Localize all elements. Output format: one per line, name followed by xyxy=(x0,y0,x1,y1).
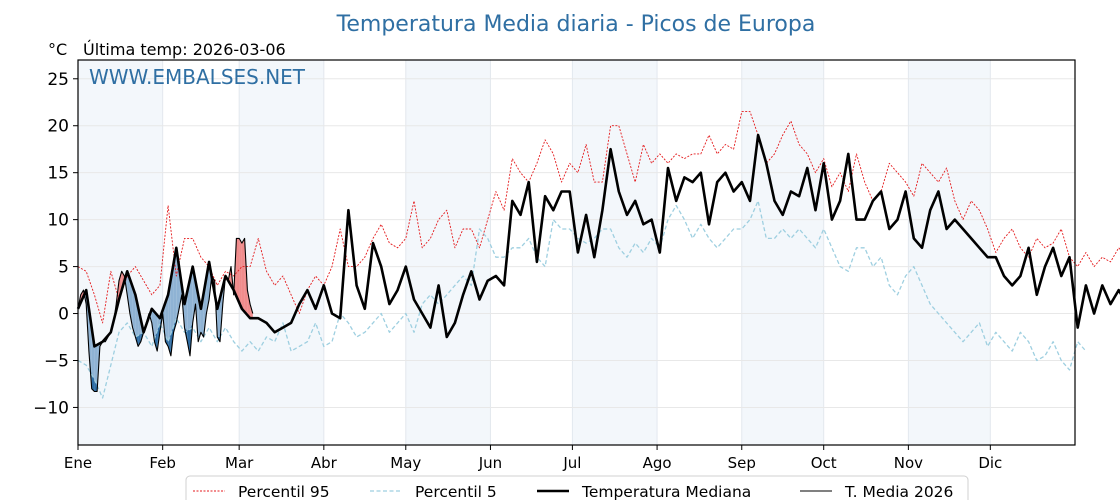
legend-label: T. Media 2026 xyxy=(844,483,953,500)
x-tick-label: Sep xyxy=(728,454,756,472)
month-bands xyxy=(78,60,991,445)
y-tick-label: −10 xyxy=(33,398,69,418)
legend-label: Percentil 95 xyxy=(238,483,330,500)
x-tick-label: Ene xyxy=(64,454,92,472)
y-tick-label: 0 xyxy=(58,305,69,325)
y-tick-label: 20 xyxy=(47,117,69,137)
legend-item-median: Temperatura Mediana xyxy=(537,483,751,500)
month-band-nov xyxy=(908,60,991,445)
plot-area: WWW.EMBALSES.NET xyxy=(76,59,1120,446)
watermark: WWW.EMBALSES.NET xyxy=(89,65,306,89)
x-tick-label: Feb xyxy=(149,454,176,472)
y-tick-label: 10 xyxy=(47,211,69,231)
fill-above-median xyxy=(241,238,245,312)
fill-below-p5 xyxy=(91,374,95,392)
fill-below-median xyxy=(94,344,98,386)
grid-lines xyxy=(78,60,1075,445)
legend-box xyxy=(185,475,969,500)
month-band-ene xyxy=(78,60,163,445)
series-lines xyxy=(76,111,1120,399)
legend: Percentil 95 Percentil 5 Temperatura Media… xyxy=(185,475,969,500)
fill-below-p5 xyxy=(154,330,158,352)
unit-label: °C xyxy=(48,40,67,59)
month-band-may xyxy=(405,60,491,445)
x-tick-label: Ago xyxy=(643,454,672,472)
x-tick-label: Jul xyxy=(562,454,581,472)
fill-below-median xyxy=(165,294,169,342)
month-band-mar xyxy=(239,60,324,445)
last-temp-label: Última temp: 2026-03-06 xyxy=(83,40,286,59)
y-tick-label: 5 xyxy=(58,258,69,278)
x-tick-label: Nov xyxy=(894,454,923,472)
y-axis: 25 20 15 10 5 0 −5 −10 xyxy=(33,70,78,418)
y-tick-label: 25 xyxy=(47,70,69,90)
series-line-p95 xyxy=(77,111,1120,324)
fill-above-median xyxy=(236,238,240,303)
fill-above-median xyxy=(247,290,251,319)
fill-below-median xyxy=(189,266,193,330)
fill-below-median xyxy=(151,308,155,339)
fill-below-p5 xyxy=(168,333,171,356)
fill-above-median xyxy=(239,238,242,309)
x-tick-label: Jun xyxy=(478,454,502,472)
fill-below-median xyxy=(127,271,130,314)
fill-below-p5 xyxy=(187,329,190,356)
month-band-jul xyxy=(572,60,658,445)
fill-below-median xyxy=(132,286,136,338)
x-tick-label: Abr xyxy=(311,454,338,472)
series-line-median xyxy=(76,133,1120,348)
x-axis: Ene Feb Mar Abr May Jun Jul Ago Sep Oct Nov Dic xyxy=(64,445,1002,472)
legend-item-p95: Percentil 95 xyxy=(193,483,330,500)
chart-title: Temperatura Media diaria - Picos de Euro… xyxy=(336,12,816,37)
month-band-sep xyxy=(741,60,824,445)
fill-below-median xyxy=(173,247,177,327)
x-tick-label: May xyxy=(390,454,421,472)
legend-item-y2026: T. Media 2026 xyxy=(800,483,953,500)
x-tick-label: Oct xyxy=(811,454,837,472)
x-tick-label: Dic xyxy=(978,454,1002,472)
legend-label: Temperatura Mediana xyxy=(581,483,751,500)
legend-item-p5: Percentil 5 xyxy=(370,483,497,500)
plot-frame xyxy=(77,59,1076,446)
fill-below-p5 xyxy=(138,333,141,347)
series-line-p5 xyxy=(77,200,1087,399)
y-tick-label: 15 xyxy=(47,164,69,184)
series-line-y2026 xyxy=(77,237,254,393)
legend-label: Percentil 5 xyxy=(415,483,497,500)
y-tick-label: −5 xyxy=(44,351,69,371)
x-tick-label: Mar xyxy=(225,454,254,472)
